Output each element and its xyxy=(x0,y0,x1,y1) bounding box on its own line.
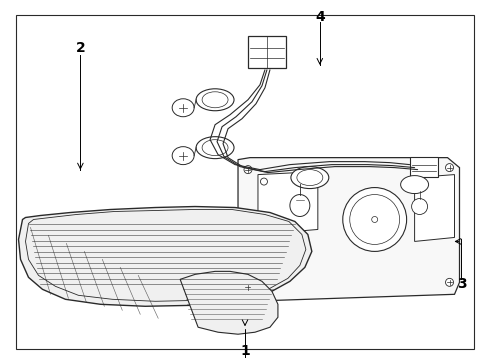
Ellipse shape xyxy=(172,99,194,117)
Bar xyxy=(248,36,286,68)
Ellipse shape xyxy=(412,198,428,215)
Polygon shape xyxy=(180,271,278,334)
Circle shape xyxy=(372,216,378,222)
Circle shape xyxy=(445,278,454,286)
Ellipse shape xyxy=(196,89,234,111)
Polygon shape xyxy=(19,207,312,306)
Ellipse shape xyxy=(401,176,429,194)
Circle shape xyxy=(244,166,252,174)
Text: 1: 1 xyxy=(240,344,250,358)
Circle shape xyxy=(244,283,252,291)
Ellipse shape xyxy=(291,167,329,189)
Ellipse shape xyxy=(202,140,228,156)
Ellipse shape xyxy=(172,147,194,165)
Circle shape xyxy=(445,163,454,172)
Ellipse shape xyxy=(297,170,323,185)
Text: 2: 2 xyxy=(75,41,85,55)
Polygon shape xyxy=(258,172,318,234)
Polygon shape xyxy=(415,175,455,242)
Circle shape xyxy=(350,194,400,244)
Bar xyxy=(410,157,438,177)
Circle shape xyxy=(261,178,268,185)
Text: 4: 4 xyxy=(315,10,325,24)
Ellipse shape xyxy=(202,92,228,108)
Circle shape xyxy=(343,188,407,251)
Ellipse shape xyxy=(196,137,234,159)
Ellipse shape xyxy=(290,194,310,216)
Text: 3: 3 xyxy=(457,277,466,291)
Polygon shape xyxy=(238,158,460,301)
